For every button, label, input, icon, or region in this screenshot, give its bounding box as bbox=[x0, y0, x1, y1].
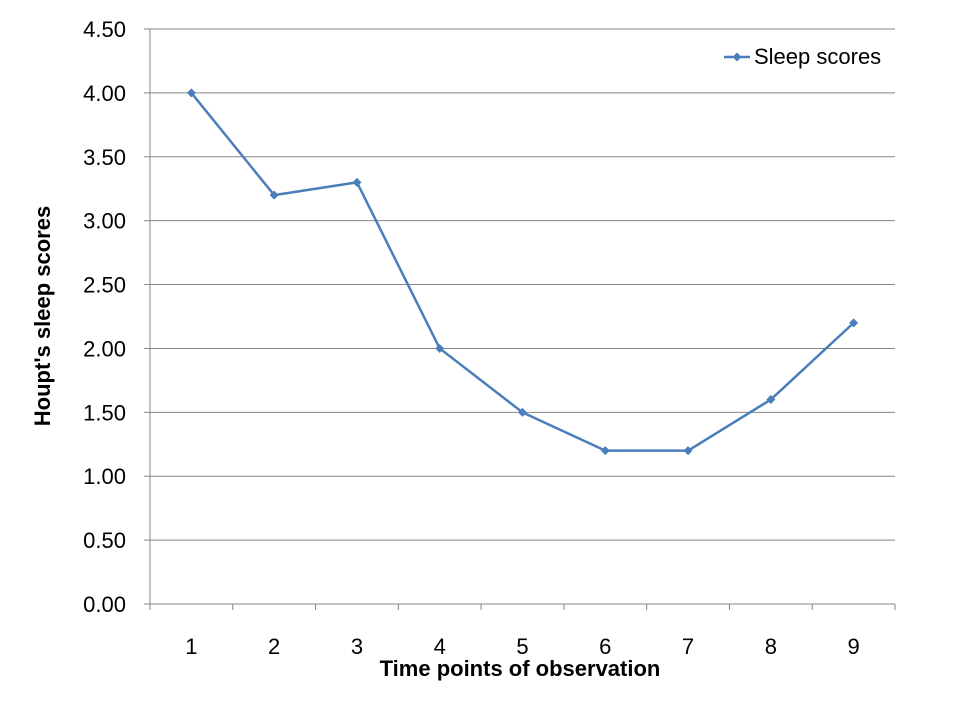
x-axis-title: Time points of observation bbox=[380, 656, 661, 681]
legend: Sleep scores bbox=[724, 44, 881, 69]
data-point-marker bbox=[849, 318, 859, 328]
y-tick-label: 1.50 bbox=[83, 400, 126, 425]
x-tick-label: 7 bbox=[682, 634, 694, 659]
legend-label: Sleep scores bbox=[754, 44, 881, 69]
data-point-marker bbox=[435, 343, 445, 353]
x-tick-label: 8 bbox=[765, 634, 777, 659]
gridlines bbox=[150, 28, 895, 541]
y-tick-label: 4.50 bbox=[83, 17, 126, 42]
x-tick-label: 4 bbox=[434, 634, 446, 659]
data-point-marker bbox=[186, 88, 196, 98]
y-tick-labels: 0.00 0.50 1.00 1.50 2.00 2.50 3.00 3.50 4.00 4.50 bbox=[83, 17, 126, 617]
x-tick-label: 9 bbox=[847, 634, 859, 659]
x-tick-label: 3 bbox=[351, 634, 363, 659]
data-point-marker bbox=[518, 407, 527, 417]
y-axis-title: Houpt's sleep scores bbox=[30, 206, 55, 426]
data-point-marker bbox=[600, 446, 610, 456]
y-tick-label: 4.00 bbox=[83, 81, 126, 106]
x-tick-label: 5 bbox=[516, 634, 528, 659]
y-tick-label: 3.00 bbox=[83, 209, 126, 234]
data-point-marker bbox=[352, 177, 362, 187]
y-tick-label: 2.00 bbox=[83, 336, 126, 361]
y-tick-label: 0.50 bbox=[83, 528, 126, 553]
x-tick-label: 6 bbox=[599, 634, 611, 659]
axes bbox=[144, 28, 896, 610]
data-point-marker bbox=[766, 395, 776, 405]
series-line bbox=[190, 92, 855, 452]
x-tick-label: 2 bbox=[268, 634, 280, 659]
data-point-marker bbox=[683, 446, 693, 456]
legend-marker bbox=[732, 52, 742, 62]
y-tick-label: 3.50 bbox=[83, 145, 126, 170]
x-tick-labels: 1 2 3 4 5 6 7 8 9 bbox=[185, 634, 859, 659]
x-tick-label: 1 bbox=[185, 634, 197, 659]
y-tick-label: 2.50 bbox=[83, 273, 126, 298]
y-tick-label: 0.00 bbox=[83, 592, 126, 617]
data-point-marker bbox=[269, 190, 279, 200]
series-lines bbox=[190, 92, 855, 452]
y-tick-label: 1.00 bbox=[83, 464, 126, 489]
data-points bbox=[186, 88, 859, 456]
